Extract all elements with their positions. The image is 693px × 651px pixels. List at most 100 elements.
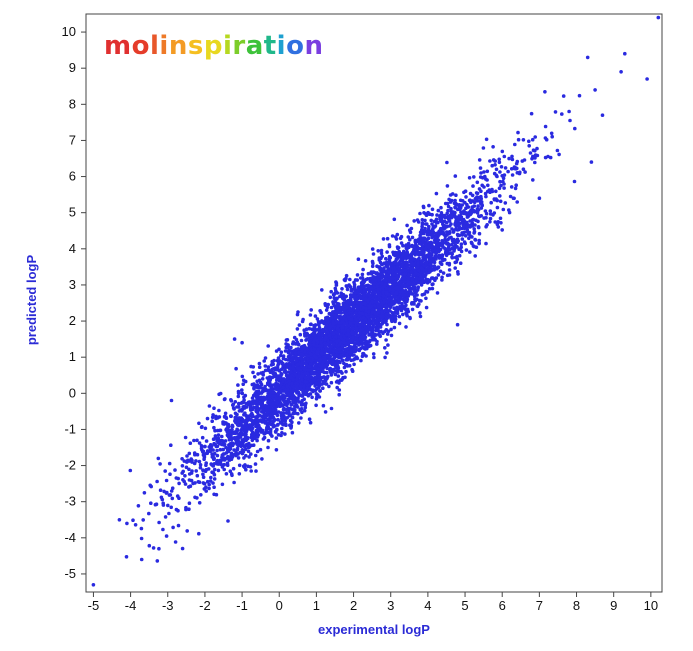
data-point xyxy=(401,312,405,317)
data-point xyxy=(425,279,429,283)
data-point xyxy=(268,432,273,437)
data-point xyxy=(214,414,218,419)
data-point xyxy=(164,534,169,538)
data-point xyxy=(434,231,438,236)
data-point xyxy=(288,370,293,374)
data-point xyxy=(494,173,499,178)
data-point xyxy=(385,250,389,254)
data-point xyxy=(201,472,205,477)
data-point xyxy=(313,375,318,380)
data-point xyxy=(203,444,207,449)
data-point xyxy=(475,199,480,203)
data-point xyxy=(212,492,216,497)
data-point xyxy=(340,377,345,381)
data-point xyxy=(253,392,257,396)
data-point xyxy=(370,270,375,275)
data-point xyxy=(248,418,253,422)
data-point xyxy=(387,287,392,291)
data-point xyxy=(231,466,236,471)
data-point xyxy=(307,326,312,331)
data-point xyxy=(317,385,321,390)
data-point xyxy=(202,452,206,457)
data-point xyxy=(435,213,439,217)
data-point xyxy=(216,433,221,437)
data-point xyxy=(360,285,365,290)
data-point xyxy=(240,374,245,379)
data-point xyxy=(314,403,318,408)
data-point xyxy=(400,263,404,268)
data-point xyxy=(288,366,293,370)
data-point xyxy=(382,266,386,270)
data-point xyxy=(386,274,391,279)
data-point xyxy=(381,294,386,298)
data-point xyxy=(203,426,208,431)
data-point xyxy=(506,169,510,174)
data-point xyxy=(359,346,363,351)
data-point xyxy=(371,337,375,342)
data-point xyxy=(477,241,481,246)
data-point xyxy=(315,344,320,348)
data-point xyxy=(321,328,326,333)
data-point xyxy=(405,307,410,312)
data-point xyxy=(255,418,260,423)
data-point xyxy=(344,273,349,278)
data-point xyxy=(449,222,453,226)
data-point xyxy=(176,476,180,481)
data-point xyxy=(216,468,221,473)
data-point xyxy=(347,363,352,368)
data-point xyxy=(328,367,333,372)
data-point xyxy=(388,309,392,313)
data-point xyxy=(295,405,300,409)
data-point xyxy=(236,394,241,399)
data-point xyxy=(319,367,323,372)
data-point xyxy=(234,415,238,420)
data-point xyxy=(391,276,395,281)
data-point xyxy=(520,159,525,163)
data-point xyxy=(557,152,561,157)
data-point xyxy=(299,403,304,407)
data-point xyxy=(405,313,409,318)
data-point xyxy=(404,325,408,329)
data-point xyxy=(477,187,482,191)
data-point xyxy=(322,381,327,386)
data-point xyxy=(446,216,451,221)
data-point xyxy=(203,469,208,474)
data-point xyxy=(221,457,225,462)
data-point xyxy=(469,240,474,245)
data-point xyxy=(374,322,379,326)
data-point xyxy=(211,457,216,462)
data-point xyxy=(354,326,359,331)
data-point xyxy=(308,313,313,317)
data-point xyxy=(424,267,428,272)
data-point xyxy=(217,461,221,466)
data-point xyxy=(235,446,240,451)
data-point xyxy=(455,216,459,221)
data-point xyxy=(243,379,248,384)
data-point xyxy=(371,252,376,256)
data-point xyxy=(429,262,433,267)
data-point xyxy=(332,361,337,366)
data-point xyxy=(318,382,322,386)
data-point xyxy=(195,438,199,443)
data-point xyxy=(415,304,420,308)
data-point xyxy=(346,315,351,319)
data-point xyxy=(223,397,227,401)
data-point xyxy=(497,157,502,162)
data-point xyxy=(309,353,314,357)
data-point xyxy=(282,370,287,374)
data-point xyxy=(266,438,271,443)
data-point xyxy=(268,407,272,412)
data-point xyxy=(484,241,488,246)
data-point xyxy=(162,489,166,494)
data-point xyxy=(360,354,365,359)
data-point xyxy=(379,251,384,256)
data-point xyxy=(212,425,216,430)
data-point xyxy=(225,461,230,466)
data-point xyxy=(370,247,375,251)
data-point xyxy=(366,343,371,348)
data-point xyxy=(479,214,484,218)
data-point xyxy=(427,287,432,291)
data-point xyxy=(255,402,260,407)
data-point xyxy=(222,467,226,472)
data-point xyxy=(317,332,322,337)
